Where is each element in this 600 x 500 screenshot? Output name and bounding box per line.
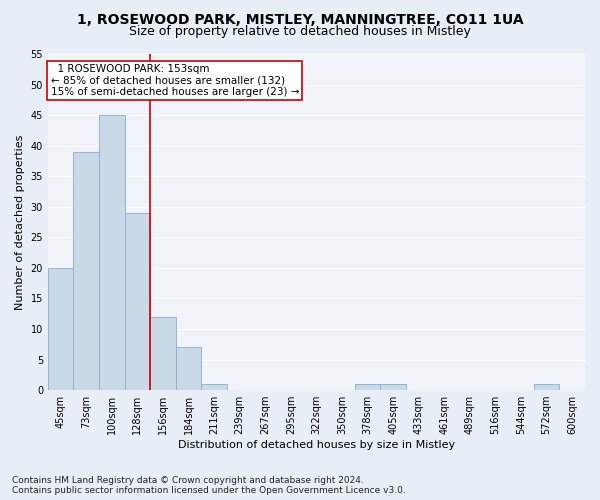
X-axis label: Distribution of detached houses by size in Mistley: Distribution of detached houses by size … <box>178 440 455 450</box>
Bar <box>380 384 406 390</box>
Text: Size of property relative to detached houses in Mistley: Size of property relative to detached ho… <box>129 25 471 38</box>
Bar <box>73 152 99 390</box>
Bar <box>125 213 150 390</box>
Text: Contains public sector information licensed under the Open Government Licence v3: Contains public sector information licen… <box>12 486 406 495</box>
Bar <box>355 384 380 390</box>
Bar <box>150 317 176 390</box>
Text: Contains HM Land Registry data © Crown copyright and database right 2024.: Contains HM Land Registry data © Crown c… <box>12 476 364 485</box>
Bar <box>202 384 227 390</box>
Text: 1, ROSEWOOD PARK, MISTLEY, MANNINGTREE, CO11 1UA: 1, ROSEWOOD PARK, MISTLEY, MANNINGTREE, … <box>77 12 523 26</box>
Bar <box>176 348 202 390</box>
Bar <box>48 268 73 390</box>
Text: 1 ROSEWOOD PARK: 153sqm
← 85% of detached houses are smaller (132)
15% of semi-d: 1 ROSEWOOD PARK: 153sqm ← 85% of detache… <box>50 64 299 98</box>
Bar <box>99 115 125 390</box>
Bar <box>534 384 559 390</box>
Y-axis label: Number of detached properties: Number of detached properties <box>15 134 25 310</box>
